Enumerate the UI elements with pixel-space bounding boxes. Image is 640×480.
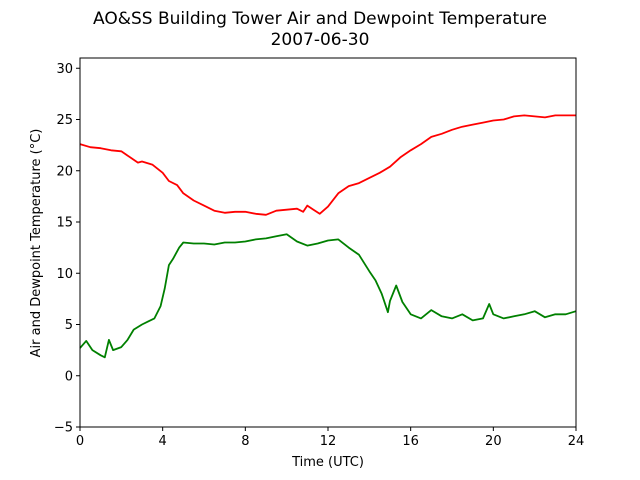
series-line-0 (79, 114, 576, 216)
y-axis-label: Air and Dewpoint Temperature (°C) (29, 129, 44, 358)
x-tick-label: 0 (76, 434, 84, 449)
y-tick-label: 15 (56, 216, 73, 231)
chart-subtitle: 2007-06-30 (271, 30, 370, 50)
y-tick-label: 30 (56, 62, 73, 77)
x-tick-label: 8 (241, 434, 249, 449)
x-tick-label: 16 (402, 434, 419, 449)
y-tick-label: 20 (56, 164, 73, 179)
y-axis-ticks: −5 0 5 10 15 20 25 30 (54, 62, 80, 436)
x-tick-label: 20 (485, 434, 502, 449)
chart-title: AO&SS Building Tower Air and Dewpoint Te… (93, 9, 547, 29)
series-layer (79, 114, 577, 359)
x-tick-label: 4 (159, 434, 167, 449)
y-tick-label: 25 (56, 113, 73, 128)
x-axis-ticks: 0 4 8 12 16 20 24 (76, 427, 584, 449)
y-tick-label: 5 (65, 318, 73, 333)
y-tick-label: 0 (65, 369, 73, 384)
x-tick-label: 12 (320, 434, 337, 449)
x-tick-label: 24 (568, 434, 585, 449)
series-line-1 (79, 233, 577, 359)
plot-frame (79, 57, 577, 428)
y-tick-label: 10 (56, 267, 73, 282)
y-tick-label: −5 (54, 421, 73, 436)
x-axis-label: Time (UTC) (291, 455, 364, 470)
